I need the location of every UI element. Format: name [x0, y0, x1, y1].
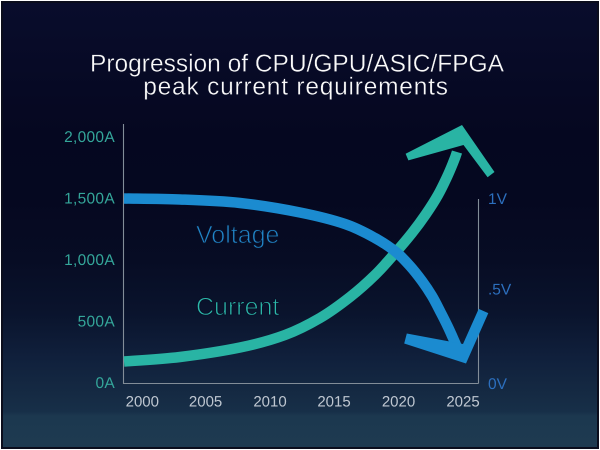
- svg-text:1,500A: 1,500A: [64, 191, 115, 208]
- svg-text:Voltage: Voltage: [196, 221, 279, 249]
- svg-text:2025: 2025: [446, 394, 479, 411]
- svg-text:2020: 2020: [382, 394, 415, 411]
- svg-text:1V: 1V: [488, 191, 508, 208]
- svg-text:0A: 0A: [95, 375, 115, 392]
- svg-text:2005: 2005: [189, 394, 222, 411]
- svg-text:1,000A: 1,000A: [64, 252, 115, 269]
- svg-text:0V: 0V: [488, 376, 508, 393]
- svg-text:Current: Current: [196, 293, 279, 321]
- svg-text:500A: 500A: [78, 314, 116, 331]
- svg-text:peak current requirements: peak current requirements: [143, 74, 448, 101]
- svg-text:2015: 2015: [317, 394, 350, 411]
- svg-text:2010: 2010: [253, 394, 286, 411]
- svg-text:Progression of CPU/GPU/ASIC/FP: Progression of CPU/GPU/ASIC/FPGA: [90, 51, 505, 78]
- svg-text:2,000A: 2,000A: [64, 129, 115, 146]
- svg-text:2000: 2000: [126, 394, 159, 411]
- svg-text:.5V: .5V: [488, 282, 512, 299]
